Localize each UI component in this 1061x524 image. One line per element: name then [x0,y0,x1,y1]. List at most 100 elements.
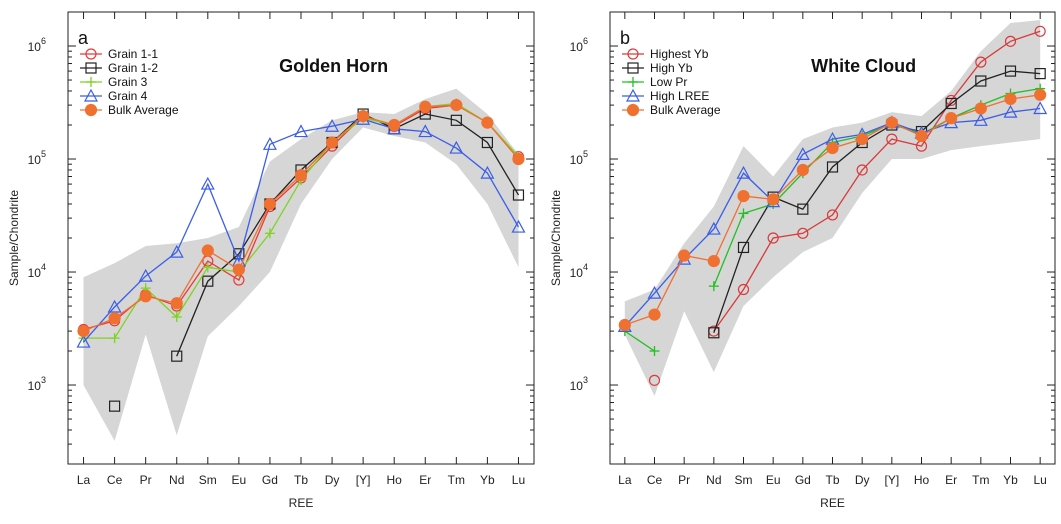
data-point [480,165,495,179]
y-tick-exponent: 3 [41,375,46,385]
range-band [83,88,519,441]
data-point [108,312,121,325]
x-tick-label: Tb [294,473,308,487]
legend-label: Grain 4 [108,89,148,103]
data-point [973,113,988,126]
y-tick-exponent: 6 [41,36,46,46]
x-tick-label: Tm [448,473,465,487]
x-tick-label: Eu [232,473,247,487]
data-point [511,219,526,233]
data-point [975,56,987,68]
data-point [915,129,928,143]
data-point [419,100,432,113]
data-point [1034,25,1046,37]
legend-item: Low Pr [622,75,687,89]
data-point [797,227,809,239]
legend-label: Grain 1-1 [108,47,158,61]
x-tick-label: Ce [107,473,123,487]
data-point [76,334,91,348]
data-point [797,203,809,215]
y-tick-exponent: 4 [583,262,588,272]
data-point [202,262,213,273]
data-point [139,290,152,303]
chart-panel-b: 103 104 105 106 La Ce Pr Nd Sm Eu Gd Tb Dy [Y] Ho Er Tm Y… [549,11,1056,510]
data-point [1034,88,1047,101]
x-tick-label: Yb [1003,473,1018,487]
y-tick-label: 105 [570,149,588,167]
legend-marker [628,77,638,87]
data-point [618,318,631,332]
data-point [107,299,122,313]
data-point [1004,35,1017,47]
legend-label: Bulk Average [108,103,179,117]
series-line [713,30,1041,332]
data-point [1034,68,1046,80]
series-bulk-average [618,88,1047,332]
data-point [138,268,153,282]
range-band [624,20,1041,396]
legend-marker [84,103,98,117]
legend-marker [626,103,640,117]
data-point [708,281,719,292]
data-point [1003,104,1018,118]
x-tick-label: Gd [262,473,278,487]
y-tick-label: 104 [570,262,588,280]
x-tick-label: Lu [1033,473,1046,487]
x-axis: La Ce Pr Nd Sm Eu Gd Tb Dy [Y] Ho Er Tm Yb Lu [618,12,1047,487]
data-point [449,140,464,154]
data-point [945,97,957,110]
chart-title: White Cloud [811,56,916,76]
data-point [357,109,370,123]
y-tick-label: 106 [570,36,588,54]
panel-letter: a [78,28,89,48]
data-point [77,325,90,338]
data-point [200,176,215,190]
data-point [915,140,928,152]
legend-label: Grain 3 [108,75,148,89]
y-axis-label: Sample/Chondrite [7,190,21,286]
data-point [450,99,463,112]
y-tick-exponent: 5 [583,149,588,159]
x-tick-label: Nd [706,473,721,487]
legend-label: Low Pr [650,75,687,89]
data-point [109,333,120,344]
data-point [171,311,182,322]
data-point [1033,101,1048,115]
data-point [388,118,401,132]
legend-marker [85,62,97,74]
x-tick-label: Er [945,473,957,487]
legend-item: Grain 1-1 [80,47,158,61]
data-point [974,102,987,115]
data-point [945,112,958,125]
data-point [738,208,749,219]
data-point [708,327,720,339]
x-tick-label: La [618,473,632,487]
y-tick-exponent: 3 [583,375,588,385]
x-tick-label: Pr [140,473,152,487]
data-point [171,350,183,362]
series-line [624,330,655,352]
data-point [450,114,462,126]
data-point [108,400,121,412]
chart-title: Golden Horn [279,56,388,76]
data-point [170,297,183,310]
legend-marker [83,88,99,102]
legend-item: Grain 3 [80,75,148,89]
x-tick-label: Pr [678,473,690,487]
x-tick-label: Nd [169,473,184,487]
x-tick-label: Lu [512,473,525,487]
x-tick-label: La [77,473,91,487]
legend-marker [86,77,96,87]
panel-letter: b [620,28,630,48]
legend-item: Highest Yb [622,47,709,61]
legend-marker [625,88,641,102]
data-point [481,136,493,149]
legend-marker [85,48,97,60]
x-tick-label: Ho [387,473,403,487]
legend-marker [627,62,639,74]
y-tick-label: 105 [28,149,46,167]
data-point [648,374,661,386]
y-tick-label: 103 [28,375,46,393]
